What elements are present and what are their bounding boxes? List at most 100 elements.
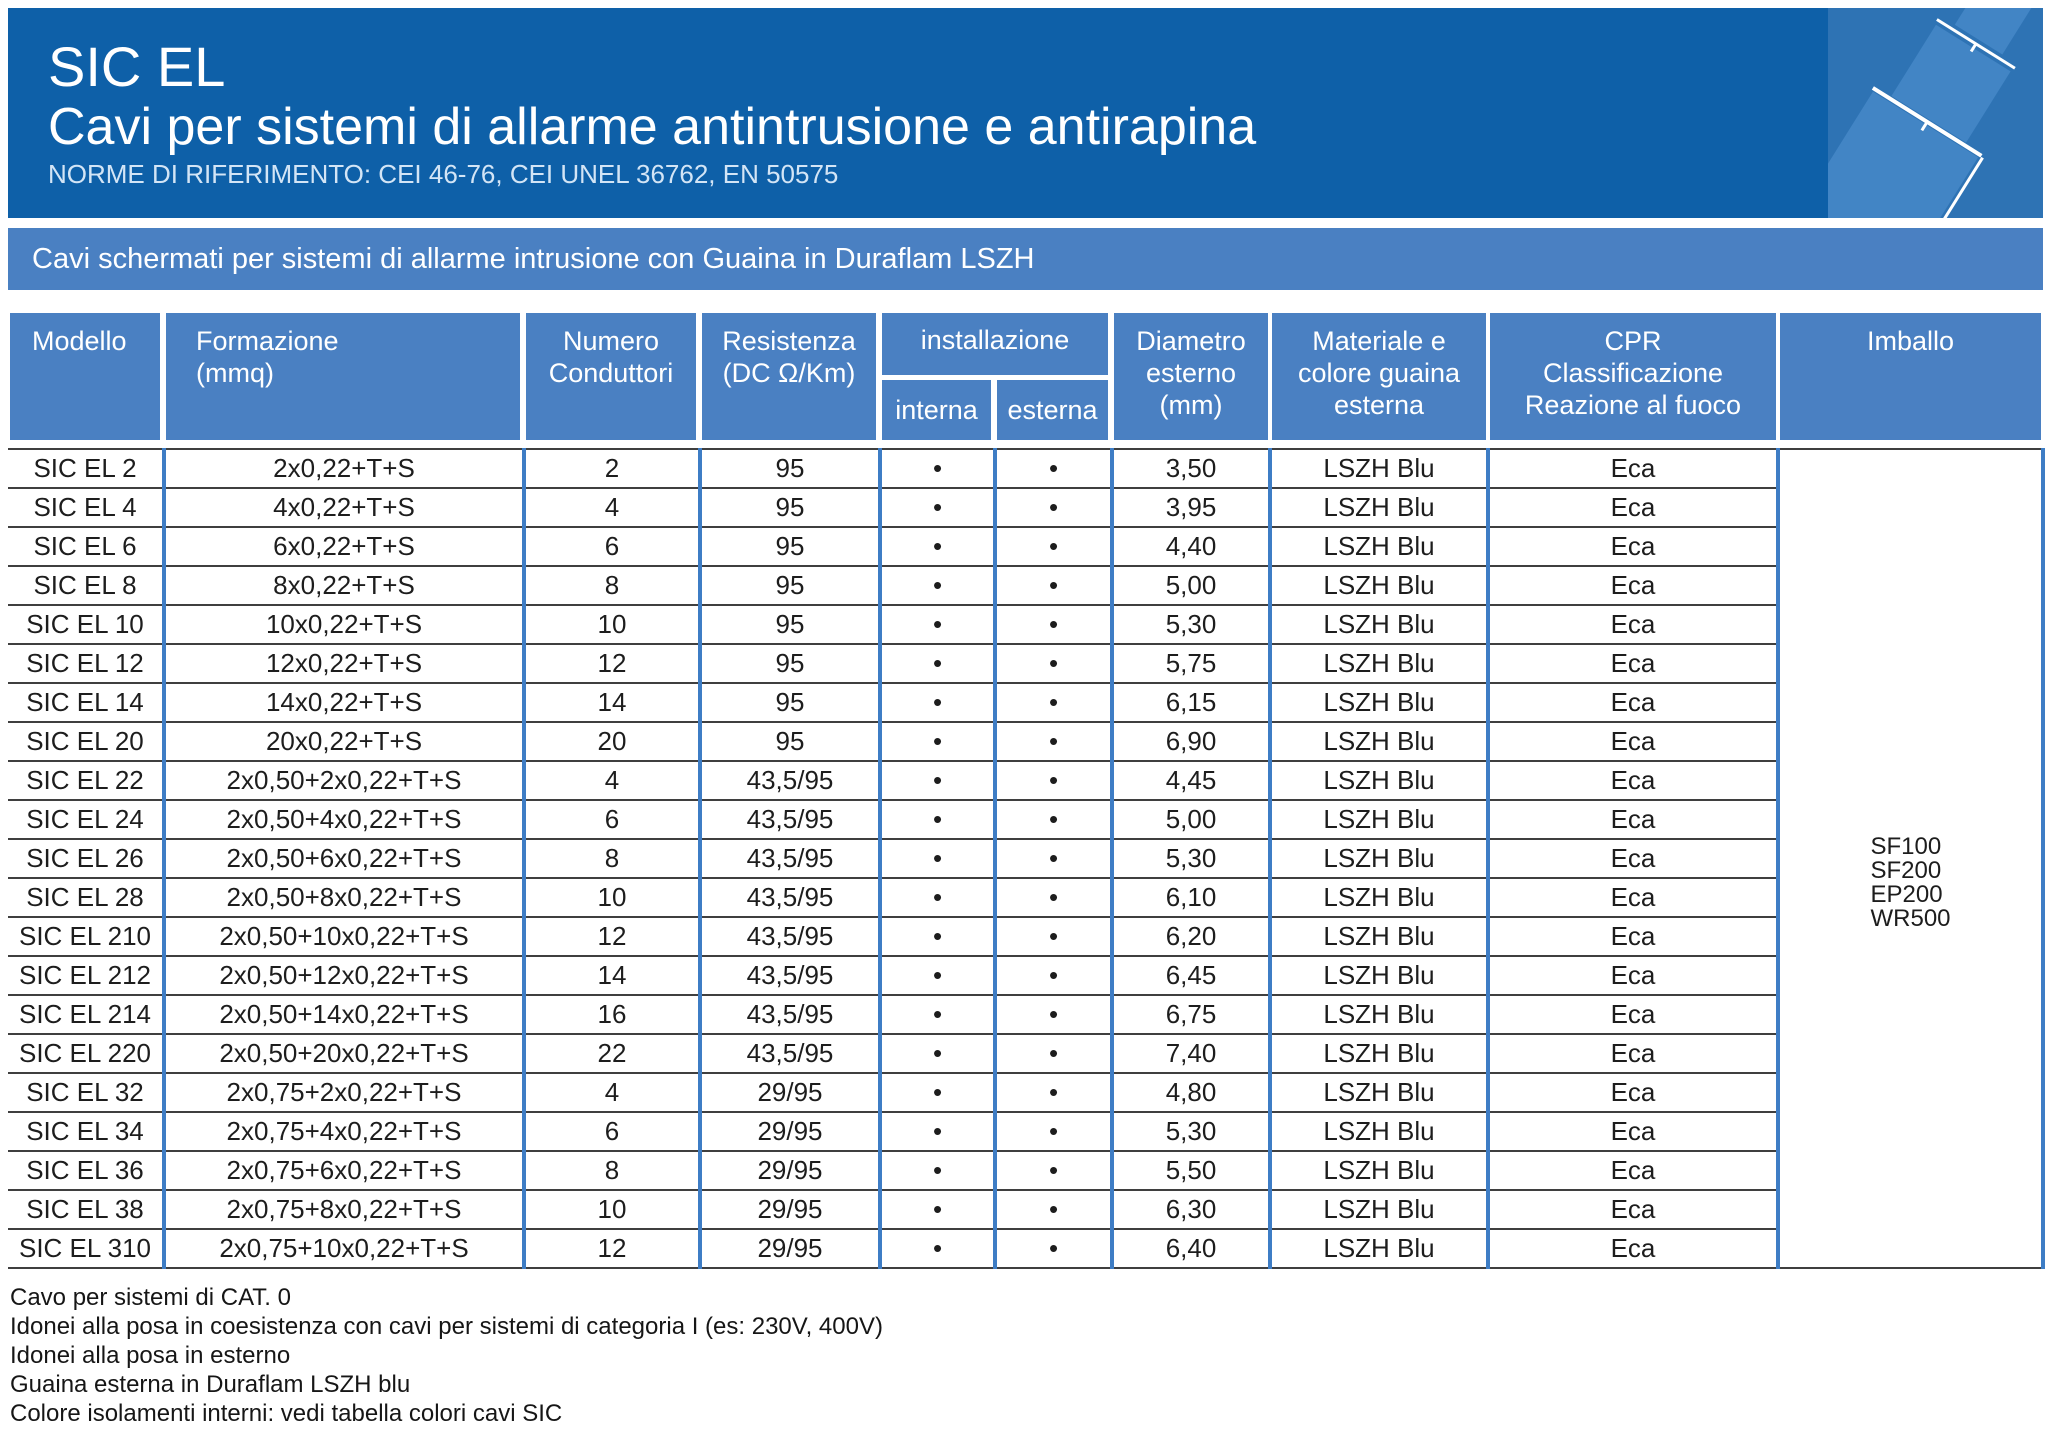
cell-diametro: 3,50: [1112, 449, 1272, 489]
cell-modello: SIC EL 36: [8, 1151, 166, 1191]
cell-cpr: Eca: [1488, 449, 1780, 489]
column-header-cpr: CPR Classificazione Reazione al fuoco: [1490, 313, 1776, 440]
cell-diametro: 7,40: [1112, 1034, 1272, 1074]
cell-guaina: LSZH Blu: [1270, 488, 1490, 528]
cell-formazione: 2x0,50+10x0,22+T+S: [164, 917, 526, 957]
cell-formazione: 12x0,22+T+S: [164, 644, 526, 684]
imballo-values: SF100 SF200 EP200 WR500: [1870, 832, 1951, 932]
cell-conduttori: 12: [524, 1229, 702, 1269]
cell-diametro: 5,00: [1112, 566, 1272, 606]
cell-guaina: LSZH Blu: [1270, 1190, 1490, 1230]
cell-conduttori: 8: [524, 566, 702, 606]
cell-cpr: Eca: [1488, 1112, 1780, 1152]
cell-diametro: 6,40: [1112, 1229, 1272, 1269]
cell-guaina: LSZH Blu: [1270, 683, 1490, 723]
cell-formazione: 2x0,22+T+S: [164, 449, 526, 489]
cell-esterna: •: [995, 722, 1114, 762]
cell-resistenza: 43,5/95: [700, 800, 882, 840]
banner-text-block: SIC EL Cavi per sistemi di allarme antin…: [48, 36, 1256, 192]
cell-guaina: LSZH Blu: [1270, 1151, 1490, 1191]
cell-conduttori: 22: [524, 1034, 702, 1074]
column-header-diametro: Diametro esterno (mm): [1114, 313, 1268, 440]
cell-modello: SIC EL 12: [8, 644, 166, 684]
cell-resistenza: 43,5/95: [700, 1034, 882, 1074]
note-line-3: Idonei alla posa in esterno: [10, 1342, 291, 1369]
cell-esterna: •: [995, 566, 1114, 606]
cell-modello: SIC EL 220: [8, 1034, 166, 1074]
cell-modello: SIC EL 32: [8, 1073, 166, 1113]
cell-resistenza: 29/95: [700, 1190, 882, 1230]
cell-formazione: 20x0,22+T+S: [164, 722, 526, 762]
cell-modello: SIC EL 10: [8, 605, 166, 645]
note-line-1: Cavo per sistemi di CAT. 0: [10, 1284, 291, 1311]
cell-conduttori: 8: [524, 1151, 702, 1191]
cell-conduttori: 10: [524, 878, 702, 918]
cell-modello: SIC EL 6: [8, 527, 166, 567]
table-row: SIC EL 34 2x0,75+4x0,22+T+S 6 29/95 • • 5,30 LS…: [8, 1112, 2043, 1152]
cable-icon: [1828, 8, 2043, 218]
cell-conduttori: 4: [524, 761, 702, 801]
note-line-2: Idonei alla posa in coesistenza con cavi…: [10, 1313, 883, 1340]
cell-esterna: •: [995, 878, 1114, 918]
table-row: SIC EL 26 2x0,50+6x0,22+T+S 8 43,5/95 • • 5,30…: [8, 839, 2043, 879]
cell-cpr: Eca: [1488, 1190, 1780, 1230]
cell-conduttori: 10: [524, 1190, 702, 1230]
cell-conduttori: 6: [524, 800, 702, 840]
cell-conduttori: 14: [524, 683, 702, 723]
cell-cpr: Eca: [1488, 1229, 1780, 1269]
cell-formazione: 2x0,50+12x0,22+T+S: [164, 956, 526, 996]
cell-modello: SIC EL 8: [8, 566, 166, 606]
cell-modello: SIC EL 14: [8, 683, 166, 723]
cell-esterna: •: [995, 449, 1114, 489]
cell-formazione: 2x0,50+8x0,22+T+S: [164, 878, 526, 918]
cell-diametro: 6,45: [1112, 956, 1272, 996]
page-title: SIC EL: [48, 35, 226, 98]
footer-notes: Cavo per sistemi di CAT. 0 Idonei alla p…: [10, 1283, 883, 1428]
table-row: SIC EL 28 2x0,50+8x0,22+T+S 10 43,5/95 • • 6,1…: [8, 878, 2043, 918]
cell-interna: •: [880, 761, 997, 801]
cell-resistenza: 29/95: [700, 1073, 882, 1113]
table-row: SIC EL 14 14x0,22+T+S 14 95 • • 6,15 LSZH Blu Ec…: [8, 683, 2043, 723]
table-row: SIC EL 2 2x0,22+T+S 2 95 • • 3,50 LSZH Blu Eca SF…: [8, 449, 2045, 1269]
section-band: Cavi schermati per sistemi di allarme in…: [8, 228, 2043, 290]
cell-diametro: 6,30: [1112, 1190, 1272, 1230]
cell-resistenza: 29/95: [700, 1112, 882, 1152]
cell-conduttori: 12: [524, 644, 702, 684]
cell-imballo: SF100 SF200 EP200 WR500: [1778, 449, 2045, 1269]
cell-esterna: •: [995, 1112, 1114, 1152]
cell-conduttori: 16: [524, 995, 702, 1035]
cell-guaina: LSZH Blu: [1270, 878, 1490, 918]
cell-conduttori: 10: [524, 605, 702, 645]
cell-guaina: LSZH Blu: [1270, 605, 1490, 645]
cell-formazione: 2x0,75+4x0,22+T+S: [164, 1112, 526, 1152]
cell-esterna: •: [995, 605, 1114, 645]
cell-formazione: 2x0,75+10x0,22+T+S: [164, 1229, 526, 1269]
cell-formazione: 2x0,50+4x0,22+T+S: [164, 800, 526, 840]
cell-resistenza: 95: [700, 683, 882, 723]
cell-esterna: •: [995, 800, 1114, 840]
note-line-5: Colore isolamenti interni: vedi tabella …: [10, 1400, 563, 1427]
cell-resistenza: 95: [700, 527, 882, 567]
cell-guaina: LSZH Blu: [1270, 917, 1490, 957]
cell-cpr: Eca: [1488, 488, 1780, 528]
product-table: SIC EL 2 2x0,22+T+S 2 95 • • 3,50 LSZH Blu Eca SF…: [8, 448, 2045, 1269]
cell-conduttori: 14: [524, 956, 702, 996]
cell-modello: SIC EL 2: [8, 449, 166, 489]
cell-diametro: 6,20: [1112, 917, 1272, 957]
table-row: SIC EL 214 2x0,50+14x0,22+T+S 16 43,5/95 • • 6…: [8, 995, 2043, 1035]
cell-interna: •: [880, 1229, 997, 1269]
table-row: SIC EL 36 2x0,75+6x0,22+T+S 8 29/95 • • 5,50 LS…: [8, 1151, 2043, 1191]
table-row: SIC EL 32 2x0,75+2x0,22+T+S 4 29/95 • • 4,80 LS…: [8, 1073, 2043, 1113]
table-header: Modello Formazione (mmq) Numero Condutto…: [8, 313, 2043, 440]
column-header-resistenza: Resistenza (DC Ω/Km): [702, 313, 876, 440]
cell-formazione: 2x0,50+2x0,22+T+S: [164, 761, 526, 801]
cell-guaina: LSZH Blu: [1270, 1034, 1490, 1074]
cell-cpr: Eca: [1488, 1151, 1780, 1191]
cell-conduttori: 4: [524, 1073, 702, 1113]
table-row: SIC EL 212 2x0,50+12x0,22+T+S 14 43,5/95 • • 6…: [8, 956, 2043, 996]
table-row: SIC EL 8 8x0,22+T+S 8 95 • • 5,00 LSZH Blu Eca: [8, 566, 2043, 606]
cell-interna: •: [880, 1151, 997, 1191]
cell-cpr: Eca: [1488, 1073, 1780, 1113]
cell-esterna: •: [995, 644, 1114, 684]
cell-interna: •: [880, 995, 997, 1035]
